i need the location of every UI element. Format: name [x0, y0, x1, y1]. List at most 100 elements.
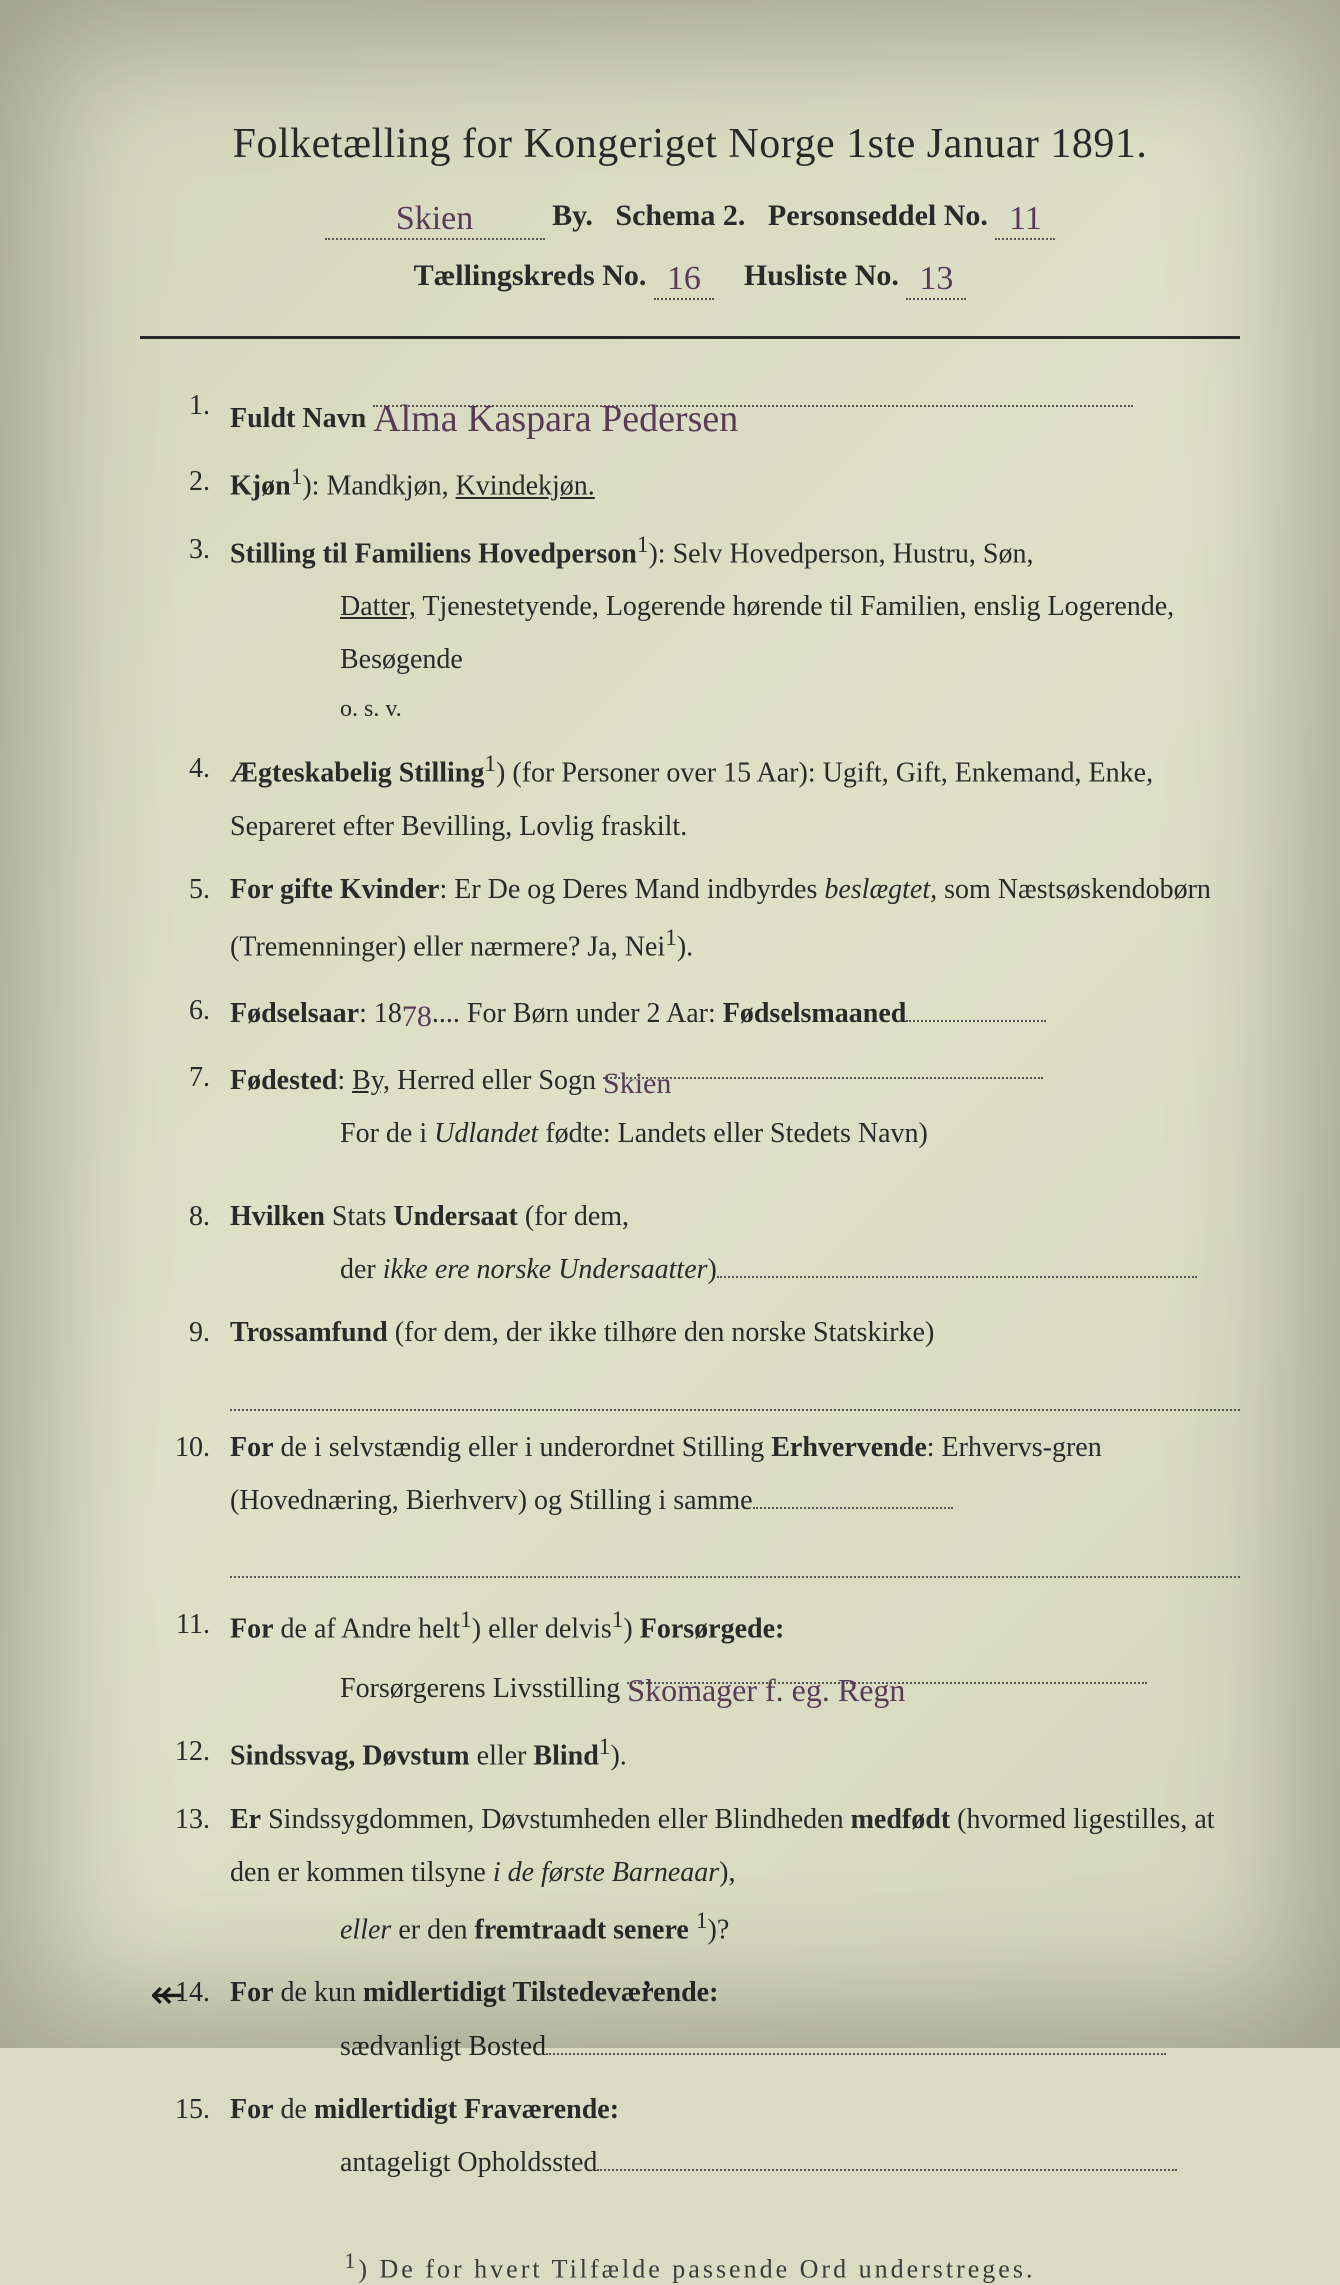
disability-label: Sindssvag, Døvstum	[230, 1740, 470, 1771]
kreds-no: 16	[654, 260, 714, 300]
congenital-text5: )?	[708, 1914, 730, 1945]
census-form-page: Folketælling for Kongeriget Norge 1ste J…	[0, 0, 1340, 2048]
bp-colon: :	[337, 1065, 352, 1096]
citizen-italic: ikke ere norske Undersaatter	[383, 1254, 708, 1285]
ta-line2: antageligt Opholdssted	[230, 2136, 1240, 2189]
item-15: 15. For de midlertidigt Fraværende: anta…	[160, 2083, 1240, 2189]
city-handwritten: Skien	[325, 200, 545, 240]
item-5: 5. For gifte Kvinder: Er De og Deres Man…	[160, 863, 1240, 974]
item-body: For de midlertidigt Fraværende: antageli…	[230, 2083, 1240, 2189]
item-num: 3.	[160, 523, 230, 732]
temp-present-label: For	[230, 1977, 274, 2008]
footnote-sup: 1	[345, 2249, 359, 2273]
subline-1: Skien By. Schema 2. Personseddel No. 11	[140, 196, 1240, 236]
sex-female: Kvindekjøn.	[456, 471, 595, 502]
sup: 1	[637, 532, 649, 558]
item-2: 2. Kjøn1): Mandkjøn, Kvindekjøn.	[160, 455, 1240, 513]
congenital-italic: i de første Barneaar	[493, 1857, 719, 1888]
occ-text: de i selvstændig eller i underordnet Sti…	[274, 1432, 772, 1463]
citizen-label2: Undersaat	[393, 1201, 517, 1232]
ta-text: de	[274, 2094, 314, 2125]
sex-text: ): Mandkjøn,	[302, 471, 455, 502]
ta-label2: midlertidigt Fraværende:	[314, 2094, 619, 2125]
sup: 1	[460, 1607, 472, 1633]
congenital-label3: fremtraadt senere	[475, 1914, 689, 1945]
birthplace-label: Fødested	[230, 1065, 337, 1096]
sup: 1	[696, 1908, 708, 1934]
item-num: 6.	[160, 984, 230, 1041]
by-label: By.	[552, 199, 593, 232]
item-body: Trossamfund (for dem, der ikke tilhøre d…	[230, 1306, 1240, 1410]
ta-text2: antageligt Opholdssted	[340, 2147, 597, 2178]
marital-label: Ægteskabelig Stilling	[230, 758, 484, 789]
item-body: Fødselsaar: 1878.... For Børn under 2 Aa…	[230, 984, 1240, 1041]
item-4: 4. Ægteskabelig Stilling1) (for Personer…	[160, 742, 1240, 853]
page-title: Folketælling for Kongeriget Norge 1ste J…	[140, 120, 1240, 168]
birthyear-text: .... For Børn under 2 Aar:	[432, 998, 723, 1029]
relation-osv: o. s. v.	[230, 687, 1240, 733]
item-body: Sindssvag, Døvstum eller Blind1).	[230, 1725, 1240, 1783]
temp-absent-label: For	[230, 2094, 274, 2125]
personseddel-label: Personseddel No.	[768, 199, 988, 232]
bp-text3: For de i	[340, 1118, 434, 1149]
bp-italic: Udlandet	[434, 1118, 538, 1149]
ta-field	[597, 2143, 1177, 2171]
birthmonth-label: Fødselsmaaned	[723, 998, 907, 1029]
sup: 1	[612, 1607, 624, 1633]
item-num: 1.	[160, 379, 230, 445]
sup: 1	[599, 1734, 611, 1760]
fullname-label: Fuldt Navn	[230, 403, 366, 434]
item-num: 4.	[160, 742, 230, 853]
birthyear-pre: : 18	[359, 998, 402, 1029]
tp-line2: sædvanligt Bosted	[230, 2020, 1240, 2073]
bp-line2: For de i Udlandet fødte: Landets eller S…	[230, 1107, 1240, 1160]
sex-label: Kjøn	[230, 471, 291, 502]
congenital-italic2: eller	[340, 1914, 391, 1945]
religion-field	[230, 1372, 1240, 1411]
disability-text2: ).	[610, 1740, 626, 1771]
item-num: 15.	[160, 2083, 230, 2189]
birthyear-hand: 78	[402, 988, 432, 1045]
husliste-no: 13	[906, 260, 966, 300]
footnote: 1) De for hvert Tilfælde passende Ord un…	[140, 2249, 1240, 2285]
tp-text: de kun	[274, 1977, 363, 2008]
divider	[140, 336, 1240, 339]
support-text2: ) eller delvis	[472, 1614, 612, 1645]
item-6: 6. Fødselsaar: 1878.... For Børn under 2…	[160, 984, 1240, 1041]
item-7: 7. Fødested: By, Herred eller Sogn Skien…	[160, 1051, 1240, 1160]
congenital-label2: medfødt	[851, 1804, 951, 1835]
disability-label2: Blind	[533, 1740, 598, 1771]
item-body: Fuldt Navn Alma Kaspara Pedersen	[230, 379, 1240, 445]
item-12: 12. Sindssvag, Døvstum eller Blind1).	[160, 1725, 1240, 1783]
item-11: 11. For de af Andre helt1) eller delvis1…	[160, 1598, 1240, 1715]
item-num: 12.	[160, 1725, 230, 1783]
citizen-text: Stats	[325, 1201, 393, 1232]
congenital-line2: eller er den fremtraadt senere 1)?	[230, 1899, 1240, 1957]
relation-label: Stilling til Familiens Hovedperson	[230, 538, 637, 569]
footnote-text: ) De for hvert Tilfælde passende Ord und…	[358, 2255, 1035, 2284]
birthyear-label: Fødselsaar	[230, 998, 359, 1029]
item-body: Hvilken Stats Undersaat (for dem, der ik…	[230, 1190, 1240, 1296]
support-text4: Forsørgerens Livsstilling	[340, 1673, 620, 1704]
sup: 1	[291, 464, 303, 490]
form-items: 1. Fuldt Navn Alma Kaspara Pedersen 2. K…	[140, 379, 1240, 2189]
disability-text: eller	[470, 1740, 534, 1771]
item-body: For gifte Kvinder: Er De og Deres Mand i…	[230, 863, 1240, 974]
husliste-label: Husliste No.	[744, 259, 899, 292]
citizen-text3: der	[340, 1254, 383, 1285]
item-body: Er Sindssygdommen, Døvstumheden eller Bl…	[230, 1793, 1240, 1957]
kreds-label: Tællingskreds No.	[414, 259, 647, 292]
item-body: Fødested: By, Herred eller Sogn Skien Fo…	[230, 1051, 1240, 1160]
married-women-label: For gifte Kvinder	[230, 874, 439, 905]
bp-field: Skien	[603, 1051, 1043, 1079]
item-9: 9. Trossamfund (for dem, der ikke tilhør…	[160, 1306, 1240, 1410]
citizen-label: Hvilken	[230, 1201, 325, 1232]
occ-field2	[230, 1539, 1240, 1578]
item-body: For de af Andre helt1) eller delvis1) Fo…	[230, 1598, 1240, 1715]
mw-text: : Er De og Deres Mand indbyrdes	[439, 874, 824, 905]
mark-center: ʼ	[640, 1971, 653, 2018]
personseddel-no: 11	[995, 200, 1055, 240]
item-num: 10.	[160, 1421, 230, 1579]
religion-text: (for dem, der ikke tilhøre den norske St…	[388, 1317, 935, 1348]
citizen-text2: (for dem,	[518, 1201, 629, 1232]
